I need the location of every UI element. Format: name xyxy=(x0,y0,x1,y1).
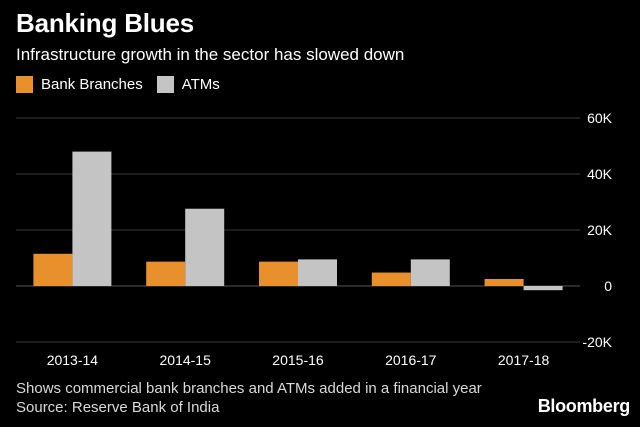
legend-label-branches: Bank Branches xyxy=(41,76,143,93)
y-tick-label: 60K xyxy=(587,110,613,126)
footnote: Shows commercial bank branches and ATMs … xyxy=(16,379,482,417)
bar-branches xyxy=(146,261,186,286)
chart-title: Banking Blues xyxy=(16,8,194,38)
legend-item-atms: ATMs xyxy=(156,76,220,93)
x-tick-label: 2014-15 xyxy=(160,352,212,368)
bar-atms xyxy=(185,208,225,286)
legend-swatch-branches xyxy=(16,76,33,93)
bar-atms xyxy=(72,151,112,286)
x-tick-label: 2013-14 xyxy=(47,352,99,368)
bar-branches xyxy=(33,253,73,286)
legend-swatch-atms xyxy=(156,76,174,93)
x-tick-label: 2016-17 xyxy=(385,352,437,368)
y-tick-label: -20K xyxy=(582,334,612,350)
chart-subtitle: Infrastructure growth in the sector has … xyxy=(16,45,405,64)
bloomberg-logo: Bloomberg xyxy=(537,396,631,416)
legend: Bank Branches ATMs xyxy=(16,76,234,93)
footnote-source: Source: Reserve Bank of India xyxy=(16,399,220,416)
y-tick-label: 0 xyxy=(604,278,612,294)
bar-branches xyxy=(259,261,298,286)
legend-label-atms: ATMs xyxy=(181,76,220,93)
y-tick-label: 20K xyxy=(587,222,613,238)
bar-atms xyxy=(410,259,450,286)
x-tick-label: 2017-18 xyxy=(498,352,550,368)
legend-item-branches: Bank Branches xyxy=(16,76,143,93)
bar-branches xyxy=(484,279,524,286)
x-tick-label: 2015-16 xyxy=(272,352,324,368)
bar-branches xyxy=(371,272,411,286)
bar-atms xyxy=(298,259,337,286)
bar-atms xyxy=(523,286,563,291)
footnote-note: Shows commercial bank branches and ATMs … xyxy=(16,380,482,397)
y-tick-label: 40K xyxy=(587,166,613,182)
